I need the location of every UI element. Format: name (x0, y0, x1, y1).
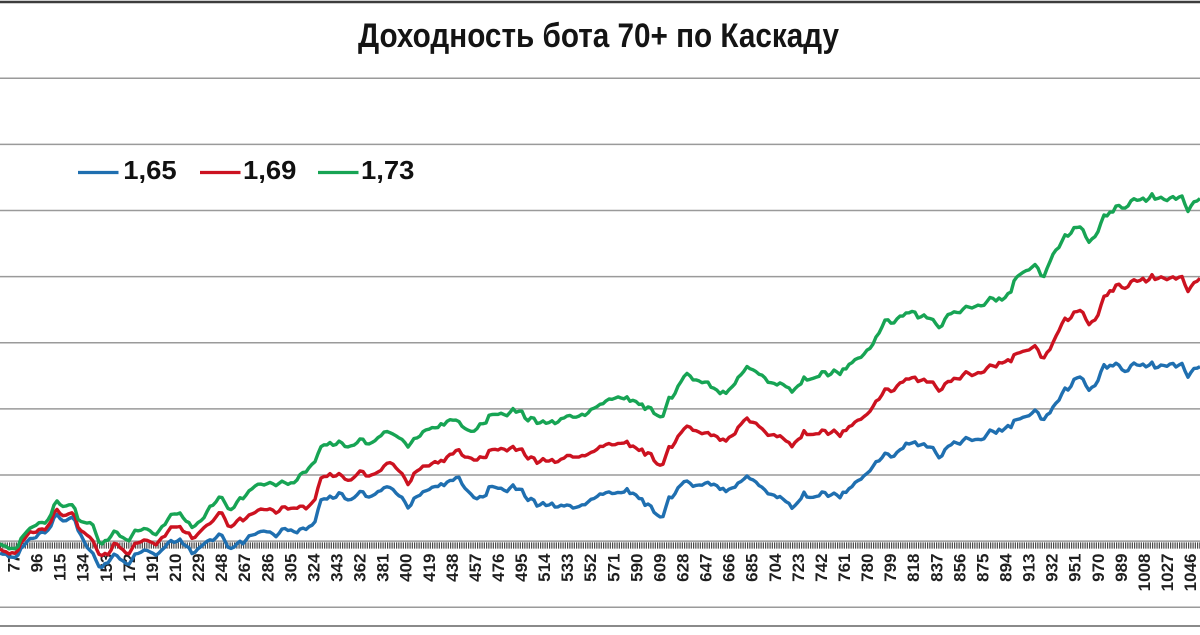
svg-text:495: 495 (512, 554, 531, 582)
svg-text:210: 210 (166, 554, 185, 582)
svg-text:533: 533 (558, 554, 577, 582)
svg-text:514: 514 (535, 553, 554, 582)
svg-text:419: 419 (420, 554, 439, 582)
svg-text:780: 780 (858, 554, 877, 582)
svg-text:324: 324 (304, 553, 323, 582)
svg-text:476: 476 (489, 554, 508, 582)
svg-text:362: 362 (351, 554, 370, 582)
svg-text:856: 856 (950, 554, 969, 582)
svg-text:191: 191 (143, 554, 162, 582)
svg-text:96: 96 (28, 554, 47, 573)
svg-text:913: 913 (1020, 554, 1039, 582)
svg-text:134: 134 (74, 553, 93, 582)
svg-text:932: 932 (1043, 554, 1062, 582)
svg-text:799: 799 (881, 554, 900, 582)
svg-text:381: 381 (374, 554, 393, 582)
svg-text:457: 457 (466, 554, 485, 582)
svg-text:590: 590 (627, 554, 646, 582)
svg-text:438: 438 (443, 554, 462, 582)
svg-text:248: 248 (212, 554, 231, 582)
svg-text:685: 685 (743, 554, 762, 582)
svg-text:1,65: 1,65 (123, 155, 176, 185)
svg-text:1,69: 1,69 (243, 155, 296, 185)
svg-text:1027: 1027 (1158, 554, 1177, 592)
svg-text:894: 894 (997, 553, 1016, 582)
svg-text:1046: 1046 (1181, 554, 1200, 592)
svg-text:647: 647 (697, 554, 716, 582)
svg-text:723: 723 (789, 554, 808, 582)
svg-text:951: 951 (1066, 554, 1085, 582)
svg-text:837: 837 (927, 554, 946, 582)
svg-text:875: 875 (973, 554, 992, 582)
svg-text:343: 343 (328, 554, 347, 582)
svg-text:818: 818 (904, 554, 923, 582)
svg-text:970: 970 (1089, 554, 1108, 582)
svg-text:989: 989 (1112, 554, 1131, 582)
svg-text:609: 609 (651, 554, 670, 582)
svg-text:1,73: 1,73 (361, 155, 414, 185)
svg-text:172: 172 (120, 554, 139, 582)
svg-text:115: 115 (51, 554, 70, 581)
svg-text:761: 761 (835, 554, 854, 582)
svg-text:Доходность бота 70+ по Каскаду: Доходность бота 70+ по Каскаду (358, 17, 839, 55)
svg-text:666: 666 (720, 554, 739, 582)
svg-text:229: 229 (189, 554, 208, 582)
svg-text:704: 704 (766, 553, 785, 582)
svg-text:742: 742 (812, 554, 831, 582)
svg-text:267: 267 (235, 554, 254, 582)
svg-text:1008: 1008 (1135, 554, 1154, 592)
svg-text:400: 400 (397, 554, 416, 582)
svg-text:628: 628 (674, 554, 693, 582)
svg-text:286: 286 (258, 554, 277, 582)
svg-text:305: 305 (281, 554, 300, 582)
svg-text:571: 571 (604, 554, 623, 582)
svg-text:552: 552 (581, 554, 600, 582)
